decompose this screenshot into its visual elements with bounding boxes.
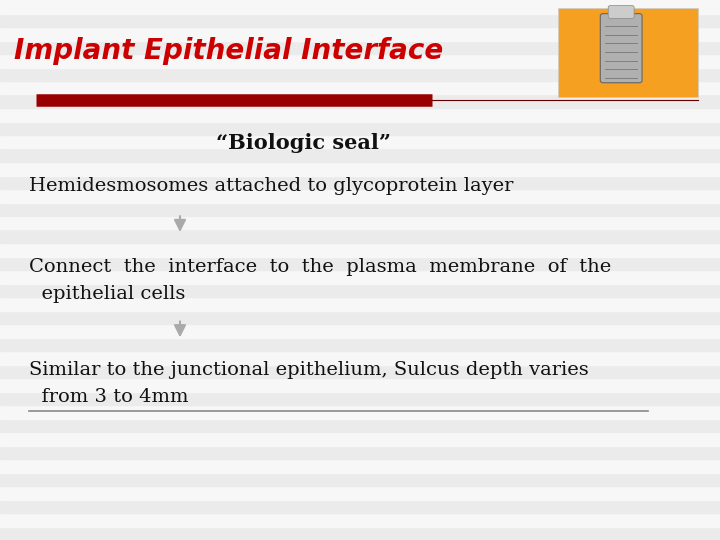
- Bar: [0, 446, 720, 459]
- Bar: [0, 486, 720, 500]
- Bar: [0, 230, 720, 243]
- Bar: [0, 54, 720, 68]
- Bar: [0, 202, 720, 216]
- Text: Implant Epithelial Interface: Implant Epithelial Interface: [14, 37, 444, 65]
- Bar: [0, 472, 720, 486]
- Bar: [0, 122, 720, 135]
- Bar: [0, 526, 720, 540]
- Bar: [0, 148, 720, 162]
- Bar: [0, 27, 720, 40]
- Text: from 3 to 4mm: from 3 to 4mm: [29, 388, 189, 406]
- Bar: [0, 364, 720, 378]
- Bar: [0, 94, 720, 108]
- Bar: [0, 189, 720, 202]
- Bar: [0, 405, 720, 418]
- Bar: [0, 459, 720, 472]
- Bar: [0, 0, 720, 14]
- Bar: [0, 310, 720, 324]
- Bar: [0, 243, 720, 256]
- Bar: [0, 324, 720, 338]
- Bar: [0, 351, 720, 364]
- Bar: [0, 513, 720, 526]
- Bar: [0, 500, 720, 513]
- Bar: [0, 135, 720, 148]
- Text: Similar to the junctional epithelium, Sulcus depth varies: Similar to the junctional epithelium, Su…: [29, 361, 588, 379]
- Bar: [0, 14, 720, 27]
- Bar: [0, 216, 720, 229]
- Bar: [0, 418, 720, 432]
- Bar: [0, 81, 720, 94]
- Text: “Biologic seal”: “Biologic seal”: [216, 133, 391, 153]
- Bar: [0, 176, 720, 189]
- FancyBboxPatch shape: [600, 14, 642, 83]
- Bar: [0, 297, 720, 310]
- Bar: [0, 284, 720, 297]
- Text: epithelial cells: epithelial cells: [29, 285, 185, 303]
- Text: Connect  the  interface  to  the  plasma  membrane  of  the: Connect the interface to the plasma memb…: [29, 258, 611, 276]
- Bar: [0, 432, 720, 445]
- Bar: [0, 338, 720, 351]
- Bar: [0, 256, 720, 270]
- Bar: [0, 40, 720, 54]
- Bar: [0, 378, 720, 392]
- Text: Hemidesmosomes attached to glycoprotein layer: Hemidesmosomes attached to glycoprotein …: [29, 177, 513, 195]
- Bar: [0, 270, 720, 284]
- Bar: [0, 392, 720, 405]
- Bar: [0, 68, 720, 81]
- Bar: [0, 108, 720, 122]
- Bar: [0, 162, 720, 176]
- FancyBboxPatch shape: [608, 5, 634, 18]
- FancyBboxPatch shape: [558, 8, 698, 97]
